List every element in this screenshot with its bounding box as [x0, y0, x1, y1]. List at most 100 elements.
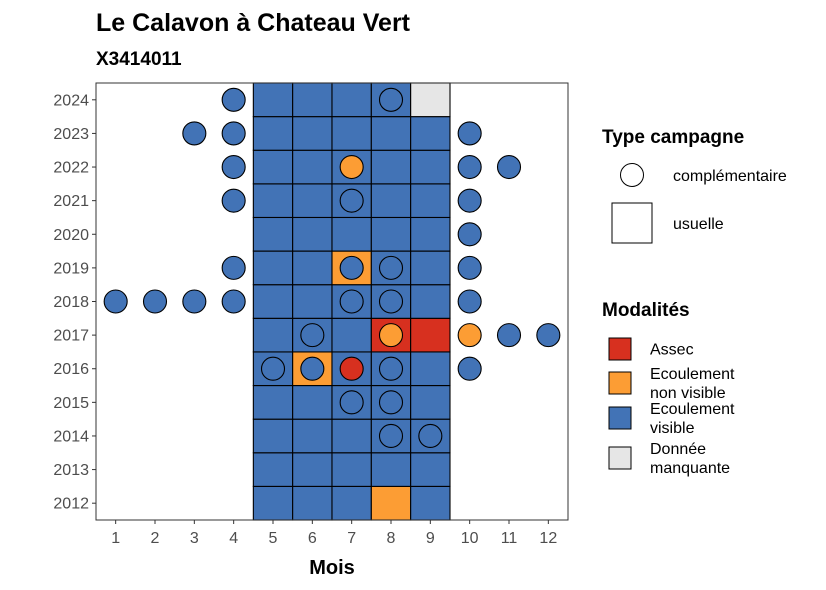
usuelle-cell: [370, 116, 412, 151]
y-tick-label: 2018: [53, 294, 89, 311]
usuelle-cell: [331, 485, 372, 521]
usuelle-cell: [292, 418, 333, 454]
usuelle-cell: [410, 149, 451, 185]
usuelle-cell: [410, 82, 451, 118]
usuelle-cell: [370, 485, 412, 521]
y-tick-label: 2020: [53, 227, 89, 244]
usuelle-cell: [252, 317, 294, 353]
legend-modalite-label: Assec: [650, 342, 694, 359]
y-axis: 2012 2013 2014 2015 2016 2017 2018 2019 2020 2021…: [53, 92, 96, 513]
usuelle-cell: [292, 149, 333, 185]
legend-modalite-label: Ecoulement visible: [650, 401, 735, 437]
usuelle-cell: [292, 485, 333, 521]
usuelle-cell: [331, 452, 372, 487]
complementaire-point: [457, 154, 482, 180]
complementaire-point: [457, 188, 482, 213]
usuelle-cell: [410, 284, 451, 319]
complementaire-point: [182, 121, 207, 146]
usuelle-cell: [370, 452, 412, 487]
y-tick-label: 2013: [53, 462, 89, 479]
usuelle-cell: [252, 284, 294, 319]
chart-subtitle: X3414011: [96, 49, 182, 70]
usuelle-cell: [252, 216, 294, 252]
complementaire-point: [457, 121, 482, 146]
complementaire-point: [418, 423, 443, 449]
complementaire-point: [457, 323, 482, 348]
complementaire-point: [378, 323, 404, 348]
complementaire-point: [457, 289, 482, 314]
usuelle-cell: [410, 250, 451, 286]
complementaire-point: [496, 154, 522, 180]
x-tick-label: 10: [461, 530, 479, 547]
x-tick-label: 7: [347, 530, 356, 547]
legend-modalites: Modalités Assec Ecoulement non visibleEcou…: [602, 300, 735, 477]
complementaire-point: [300, 323, 325, 348]
legend-modalites-title: Modalités: [602, 300, 690, 321]
complementaire-point: [260, 356, 286, 381]
usuelle-cell: [292, 452, 333, 487]
usuelle-cell: [252, 384, 294, 420]
y-tick-label: 2024: [53, 92, 89, 109]
legend-modalite-key: [608, 337, 632, 361]
usuelle-cell: [331, 116, 372, 151]
complementaire-point: [457, 255, 482, 280]
y-tick-label: 2019: [53, 260, 89, 277]
usuelle-cell: [410, 183, 451, 219]
y-tick-label: 2017: [53, 328, 89, 345]
usuelle-cell: [252, 116, 294, 151]
usuelle-cell: [292, 183, 333, 219]
x-axis: 1 2 3 4 5 6 7 8 9 10 11 12: [111, 520, 557, 547]
usuelle-cell: [252, 82, 294, 118]
complementaire-point: [221, 188, 246, 213]
complementaire-point: [378, 356, 404, 381]
complementaire-point: [457, 356, 482, 381]
y-tick-label: 2012: [53, 496, 89, 513]
usuelle-cell: [410, 485, 451, 521]
complementaire-point: [457, 222, 482, 247]
complementaire-point: [221, 87, 246, 112]
y-tick-label: 2014: [53, 428, 89, 445]
usuelle-cell: [331, 82, 372, 118]
complementaire-point: [339, 289, 364, 314]
complementaire-point: [221, 255, 246, 280]
x-tick-label: 9: [426, 530, 435, 547]
complementaire-point: [221, 289, 246, 314]
legend-modalite-key: [608, 406, 632, 430]
usuelle-cell: [292, 116, 333, 151]
usuelle-cell: [410, 116, 451, 151]
chart-title: Le Calavon à Chateau Vert: [96, 9, 411, 37]
complementaire-point: [221, 154, 246, 180]
usuelle-cell: [331, 317, 372, 353]
complementaire-point: [378, 423, 404, 449]
usuelle-cell: [252, 418, 294, 454]
complementaire-point: [339, 356, 364, 381]
usuelle-cell: [370, 183, 412, 219]
y-tick-label: 2016: [53, 361, 89, 378]
complementaire-points: [103, 87, 561, 449]
usuelle-cell: [292, 384, 333, 420]
x-tick-label: 3: [190, 530, 199, 547]
usuelle-cell: [252, 183, 294, 219]
y-tick-label: 2015: [53, 395, 89, 412]
complementaire-point: [378, 390, 404, 415]
x-axis-title: Mois: [309, 557, 355, 579]
usuelle-cell: [252, 250, 294, 286]
usuelle-cell: [410, 351, 451, 387]
y-tick-label: 2023: [53, 126, 89, 143]
x-tick-label: 12: [539, 530, 557, 547]
legend-modalite-key: [608, 446, 632, 470]
x-tick-label: 1: [111, 530, 120, 547]
legend-type-label-usuelle: usuelle: [673, 216, 724, 233]
x-tick-label: 8: [387, 530, 396, 547]
complementaire-point: [339, 154, 364, 180]
usuelle-cell: [410, 216, 451, 252]
legend-modalite-label: Donnée manquante: [650, 441, 730, 477]
complementaire-point: [339, 188, 364, 213]
complementaire-point: [182, 289, 207, 314]
usuelle-cell: [370, 216, 412, 252]
usuelle-cell: [331, 216, 372, 252]
usuelle-cell: [292, 250, 333, 286]
x-tick-label: 11: [501, 530, 518, 547]
legend-modalite-key: [608, 371, 632, 395]
